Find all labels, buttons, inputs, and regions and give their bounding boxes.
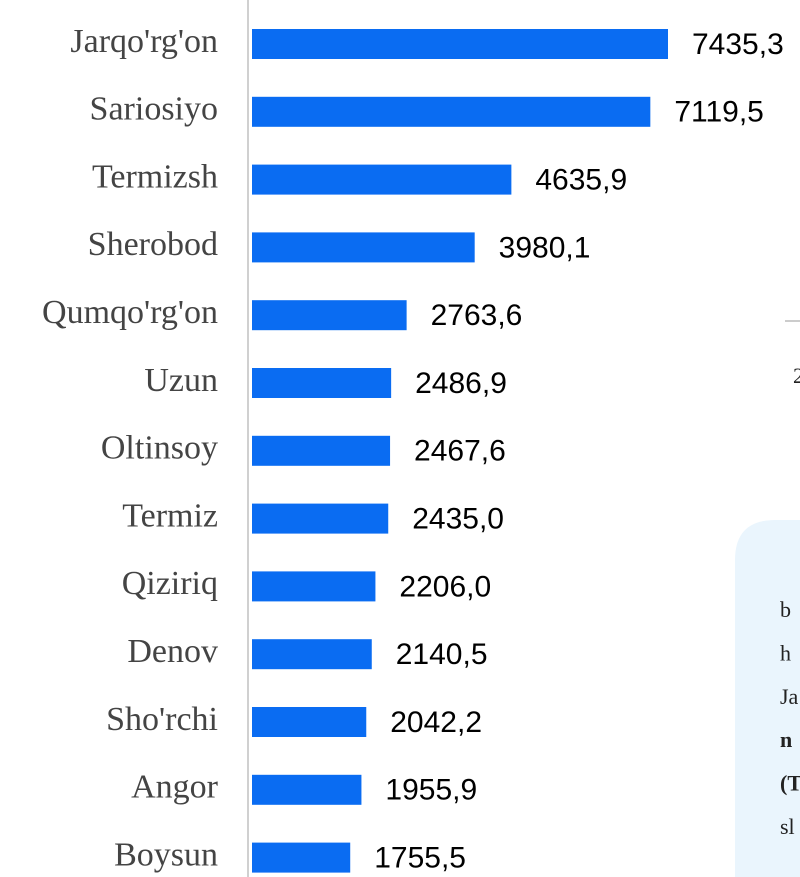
data-label: 2467,6 [414,435,506,468]
bar [252,571,376,602]
category-label: Termiz [122,497,218,534]
fragment-text: 2 [793,363,800,388]
note-line: b [780,597,791,622]
bar [252,96,651,127]
bar [252,368,392,398]
category-label: Oltinsoy [101,430,218,467]
category-label: Boysun [114,836,218,873]
category-label: Jarqo'rg'on [70,23,218,60]
category-label: Sho'rchi [106,701,218,738]
category-label: Angor [131,769,219,806]
note-lines: bh Ja n (T sl [780,597,800,839]
data-label: 7435,3 [692,28,784,61]
data-label: 2435,0 [412,503,504,536]
note-line: (T [780,771,800,796]
bar [252,29,668,59]
note-line: n [780,727,792,752]
data-label: 2140,5 [396,638,488,671]
bar [252,435,391,466]
data-label: 1755,5 [374,842,466,875]
bar [252,639,372,670]
category-label: Termizsh [92,158,218,195]
bar [252,707,367,737]
data-label: 4635,9 [535,164,627,197]
category-label: Denov [127,633,218,670]
data-label: 7119,5 [674,96,764,129]
data-label: 1955,9 [385,774,477,807]
category-label: Sherobod [88,226,218,263]
data-label: 2206,0 [399,570,491,603]
category-label: Qumqo'rg'on [42,294,218,331]
category-label: Uzun [144,362,218,399]
note-box [735,520,800,877]
note-line: h [780,640,791,665]
category-label: Sariosiyo [90,91,218,128]
data-label: 3980,1 [499,231,591,264]
note-line: sl [780,814,795,839]
note-line: Ja [780,684,799,709]
data-label: 2763,6 [431,299,523,332]
bar [252,503,389,534]
data-label: 2486,9 [415,367,507,400]
bar [252,300,407,331]
bar [252,232,475,263]
category-label: Qiziriq [122,565,218,602]
bar [252,842,351,873]
bar [252,774,362,805]
bar [252,164,512,195]
data-label: 2042,2 [390,706,482,739]
